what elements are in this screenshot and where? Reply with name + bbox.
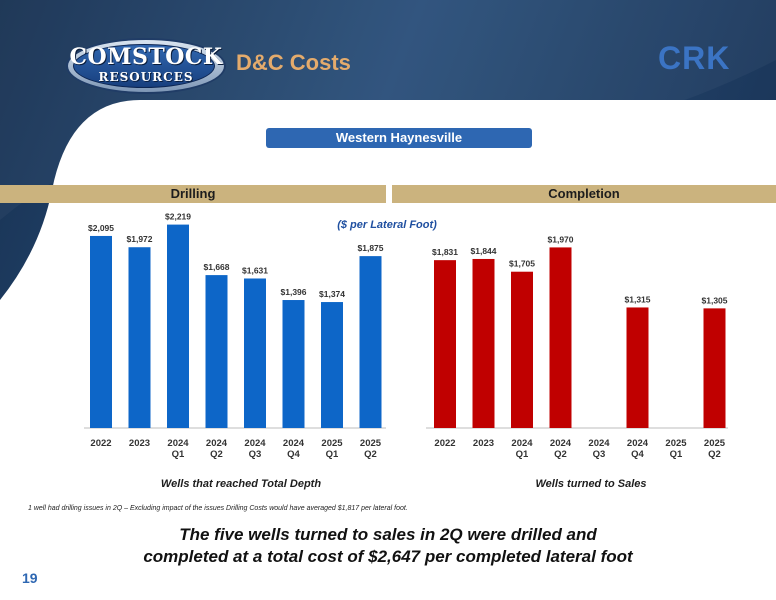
chart-0-tick-label-5-1: Q4: [287, 449, 300, 460]
chart-1-bar-0: [434, 260, 456, 428]
chart-1-tick-label-3-1: Q2: [554, 449, 567, 460]
chart-0-data-label-1: $1,972: [127, 234, 153, 244]
chart-1-tick-label-0-0: 2022: [434, 438, 455, 449]
chart-1-data-label-5: $1,315: [625, 294, 651, 304]
chart-0-data-label-4: $1,631: [242, 265, 268, 275]
page-number: 19: [22, 570, 38, 586]
chart-0-tick-label-6-1: Q1: [326, 449, 339, 460]
unit-note: ($ per Lateral Foot): [337, 219, 437, 231]
chart-0-tick-label-1-0: 2023: [129, 438, 150, 449]
region-label: Western Haynesville: [266, 128, 532, 148]
chart-1-tick-label-5-1: Q4: [631, 449, 644, 460]
chart-1-data-label-1: $1,844: [471, 246, 497, 256]
chart-0-tick-label-7-1: Q2: [364, 449, 377, 460]
chart-1-data-label-2: $1,705: [509, 259, 535, 269]
chart-1-data-label-0: $1,831: [432, 247, 458, 257]
chart-0-bar-5: [282, 300, 305, 428]
chart-0-bar-2: [167, 224, 189, 428]
chart-0-tick-label-3-1: Q2: [210, 449, 223, 460]
cost-bar-charts: $2,0952022$1,9722023$2,2192024Q1$1,66820…: [84, 212, 728, 490]
chart-0-bar-0: [90, 235, 112, 428]
chart-0-data-label-5: $1,396: [281, 287, 307, 297]
chart-1-data-label-7: $1,305: [702, 295, 728, 305]
chart-1-tick-label-5-0: 2024: [627, 438, 649, 449]
chart-1-tick-label-7-0: 2025: [704, 438, 726, 449]
chart-0-bar-4: [244, 278, 266, 428]
chart-0-data-label-2: $2,219: [165, 212, 191, 222]
conclusion-line-1: The five wells turned to sales in 2Q wer…: [179, 525, 597, 544]
chart-0-bar-1: [128, 247, 151, 428]
logo-line1: COMSTOCK: [69, 44, 223, 70]
chart-0-tick-label-2-1: Q1: [172, 449, 185, 460]
chart-0-tick-label-7-0: 2025: [360, 438, 382, 449]
chart-0-data-label-0: $2,095: [88, 223, 114, 233]
chart-1-bar-5: [626, 307, 649, 428]
page-title: D&C Costs: [236, 50, 351, 75]
chart-1-tick-label-6-1: Q1: [670, 449, 683, 460]
brand-mark: CRK: [658, 40, 731, 76]
chart-1-bar-7: [703, 308, 726, 428]
chart-1-data-label-3: $1,970: [548, 234, 574, 244]
chart-0-x-axis-label: Wells that reached Total Depth: [161, 478, 321, 490]
chart-0-data-label-6: $1,374: [319, 289, 345, 299]
chart-0-data-label-7: $1,875: [358, 243, 384, 253]
chart-1-tick-label-3-0: 2024: [550, 438, 572, 449]
chart-1-x-axis-label: Wells turned to Sales: [535, 478, 646, 490]
chart-1-tick-label-2-0: 2024: [511, 438, 533, 449]
chart-1-bar-2: [511, 271, 533, 428]
chart-1-tick-label-4-1: Q3: [593, 449, 606, 460]
footnote: 1 well had drilling issues in 2Q – Exclu…: [28, 505, 408, 512]
chart-1-bar-3: [549, 247, 572, 428]
logo-line2: RESOURCES: [98, 70, 194, 84]
drilling-section-header: Drilling: [0, 185, 386, 203]
chart-1-tick-label-1-0: 2023: [473, 438, 494, 449]
chart-1-tick-label-6-0: 2025: [665, 438, 687, 449]
conclusion-text: The five wells turned to sales in 2Q wer…: [0, 524, 776, 568]
chart-0-tick-label-5-0: 2024: [283, 438, 305, 449]
chart-0-tick-label-6-0: 2025: [321, 438, 343, 449]
company-logo: COMSTOCK RESOURCES: [66, 38, 226, 94]
chart-0-bar-3: [205, 275, 228, 428]
chart-1-tick-label-4-0: 2024: [588, 438, 610, 449]
chart-0-tick-label-4-0: 2024: [244, 438, 266, 449]
chart-0-data-label-3: $1,668: [204, 262, 230, 272]
conclusion-line-2: completed at a total cost of $2,647 per …: [143, 547, 633, 566]
chart-0-tick-label-4-1: Q3: [249, 449, 262, 460]
chart-1-tick-label-2-1: Q1: [516, 449, 529, 460]
chart-0-bar-7: [359, 256, 382, 428]
chart-1-tick-label-7-1: Q2: [708, 449, 721, 460]
chart-1-bar-1: [472, 258, 495, 428]
chart-0-tick-label-0-0: 2022: [90, 438, 111, 449]
chart-0-tick-label-3-0: 2024: [206, 438, 228, 449]
completion-section-header: Completion: [392, 185, 776, 203]
chart-0-tick-label-2-0: 2024: [167, 438, 189, 449]
chart-0-bar-6: [321, 302, 343, 428]
